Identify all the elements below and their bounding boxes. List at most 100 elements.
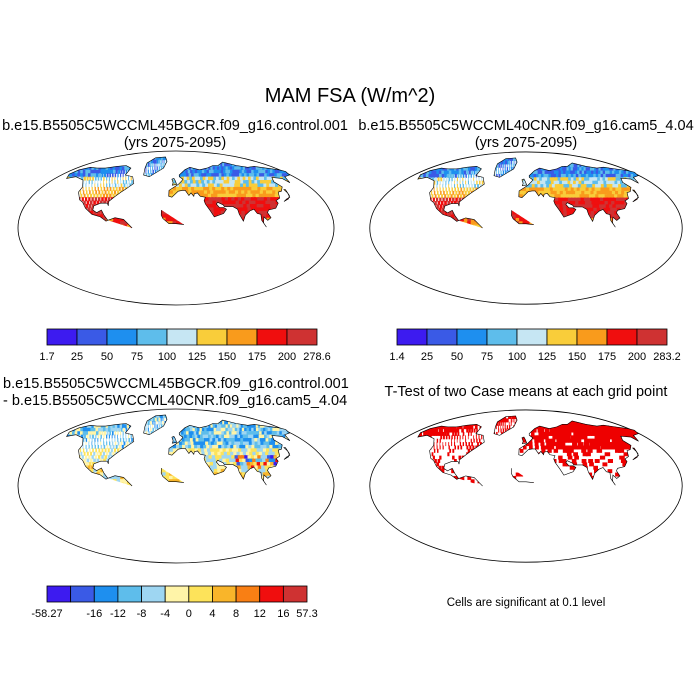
colorbar-tick-label: 1.7 [39,351,54,363]
colorbar-swatch-1 [70,585,95,603]
coastline-greenland [143,156,168,178]
colorbar-tick-label: 1.4 [389,351,404,363]
colorbar-swatch-3 [117,585,142,603]
colorbar-tick-label: 25 [71,351,83,363]
colorbar-tick-label: 283.2 [653,351,681,363]
panel-title-case2-line1: b.e15.B5505C5WCCML40CNR.f09_g16.cam5_4.0… [358,118,694,134]
colorbar-tick-label: 200 [628,351,646,363]
colorbar-tick-label: -58.27 [31,608,62,620]
coastline-africa [160,209,184,225]
coastline-africa [511,210,534,226]
coastline-eurasia [518,162,639,228]
colorbar-swatch-1 [426,328,458,346]
colorbar-swatch-2 [106,328,138,346]
colorbar-swatch-6 [576,328,608,346]
coastline-namerica [417,165,485,222]
colorbar-tick-label: 278.6 [303,351,331,363]
coastline-samerica [107,475,133,487]
colorbar-tick-label: -4 [160,608,170,620]
coastline-greenland [493,415,518,436]
colorbar-tick-label: 75 [481,351,493,363]
panel-title-case2: b.e15.B5505C5WCCML40CNR.f09_g16.cam5_4.0… [352,118,700,152]
colorbar-swatch-6 [188,585,213,603]
figure-title: MAM FSA (W/m^2) [264,85,436,107]
coastline-uk [171,178,178,186]
colorbar-tick-label: 175 [598,351,616,363]
colorbar-tick-label: 175 [248,351,266,363]
colorbar-diff: -58.27 -16 -12 -8 -4 0 4 8 12 16 57.3 [31,585,318,620]
coastline-africa [160,467,184,483]
coastline-africa [511,468,534,484]
colorbar-swatch-2 [93,585,119,603]
colorbar-swatch-4 [166,328,198,346]
coastline-samerica [107,217,133,229]
panel-title-diff: b.e15.B5505C5WCCML45BGCR.f09_g16.control… [3,376,349,410]
panel-title-case1-line1: b.e15.B5505C5WCCML45BGCR.f09_g16.control… [2,118,348,134]
colorbar-swatch-5 [546,328,578,346]
panel-title-ttest: T-Test of two Case means at each grid po… [352,384,700,401]
colorbar-tick-label: 25 [421,351,433,363]
colorbar-tick-label: 100 [508,351,526,363]
colorbar-tick-label: 150 [218,351,236,363]
colorbar-tick-label: -12 [110,608,126,620]
coastline-eurasia [518,420,639,486]
coastline-namerica [65,423,135,480]
colorbar-tick-label: 100 [158,351,176,363]
coastline-japan [631,447,639,461]
colorbar-tick-label: 50 [101,351,113,363]
colorbar-tick-label: 12 [254,608,266,620]
colorbar-tick-label: 57.3 [296,608,317,620]
coastline-japan [283,189,291,202]
panel-title-diff-line2: - b.e15.B5505C5WCCML40CNR.f09_g16.cam5_4… [3,393,348,409]
colorbar-tick-label: 16 [277,608,289,620]
colorbar-tick-label: 4 [209,608,215,620]
colorbar-swatch-10 [282,585,308,603]
panel-title-case1-line2: (yrs 2075-2095) [123,135,227,151]
colorbar-swatch-0 [46,585,72,603]
colorbar-case2: 1.4 25 50 75 100 125 150 175 200 283.2 [389,328,681,363]
coastline-namerica [417,423,485,480]
significance-note: Cells are significant at 0.1 level [446,597,606,609]
colorbar-tick-label: -16 [86,608,102,620]
colorbar-tick-label: 150 [568,351,586,363]
coastline-japan [631,189,639,203]
colorbar-swatch-6 [226,328,258,346]
coastline-eurasia [168,161,291,228]
coastline-uk [171,436,178,444]
coastline-samerica [458,475,483,487]
colorbar-tick-label: 50 [451,351,463,363]
colorbar-swatch-0 [396,328,428,346]
colorbar-swatch-7 [256,328,288,346]
colorbar-tick-label: 200 [278,351,296,363]
colorbar-tick-label: 0 [186,608,192,620]
colorbar-case1: 1.7 25 50 75 100 125 150 175 200 278.6 [39,328,331,363]
colorbar-swatch-0 [46,328,78,346]
colorbar-swatch-3 [136,328,168,346]
coastline-greenland [143,414,168,436]
panel-title-case2-line2: (yrs 2075-2095) [474,135,578,151]
colorbar-tick-label: 75 [131,351,143,363]
colorbar-tick-label: 125 [188,351,206,363]
colorbar-swatch-8 [636,328,668,346]
panel-title-ttest-line1: T-Test of two Case means at each grid po… [384,384,668,400]
coastline-eurasia [168,419,291,486]
colorbar-swatch-4 [516,328,548,346]
coastline-greenland [493,157,518,178]
colorbar-swatch-2 [456,328,488,346]
colorbar-swatch-7 [606,328,638,346]
coastline-samerica [458,217,483,229]
map-diff [0,408,335,564]
map-case2 [352,150,683,305]
colorbar-swatch-5 [196,328,228,346]
map-ttest [352,408,683,563]
map-case1 [0,150,335,306]
colorbar-swatch-8 [286,328,318,346]
coastline-japan [283,447,291,460]
coastline-uk [521,178,528,187]
colorbar-tick-label: 8 [233,608,239,620]
coastline-uk [521,436,528,445]
colorbar-swatch-5 [164,585,190,603]
panel-title-case1: b.e15.B5505C5WCCML45BGCR.f09_g16.control… [0,118,350,152]
colorbar-swatch-9 [259,585,284,603]
colorbar-swatch-7 [212,585,237,603]
